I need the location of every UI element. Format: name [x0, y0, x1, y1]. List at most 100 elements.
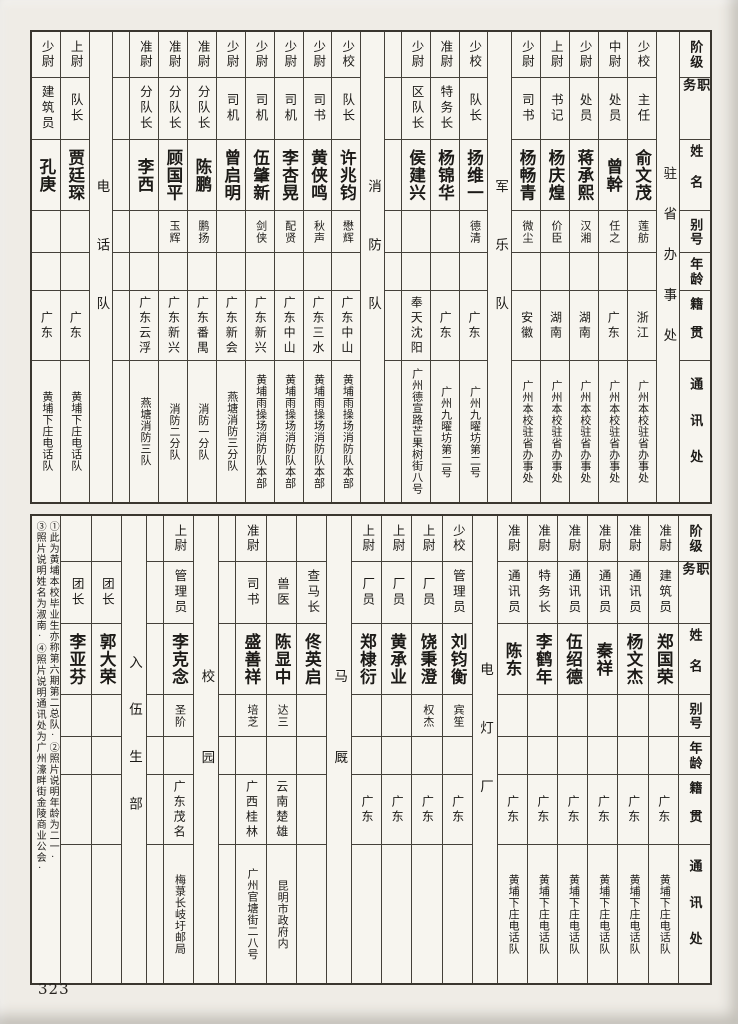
position-cell: 建筑员 [31, 78, 60, 140]
vertical-text: 李鹤年 [533, 632, 553, 686]
age-cell [61, 737, 91, 775]
vertical-text: 广州官塘街二八号 [245, 868, 258, 960]
group-label-column: 校园 [193, 516, 218, 983]
address-cell: 昆明市政府内 [267, 845, 296, 983]
vertical-text: 德清 [468, 219, 481, 244]
position-cell: 管理员 [163, 562, 194, 624]
rank-cell: 少校 [442, 516, 472, 562]
position-cell: 司书 [236, 562, 266, 624]
vertical-text: 区队长 [409, 85, 424, 132]
spacer-column [112, 32, 130, 502]
vertical-text: 通讯员 [626, 569, 641, 616]
vertical-text: 上尉 [68, 40, 83, 69]
name-cell: 顾国平 [159, 140, 187, 211]
alias-cell: 价臣 [541, 211, 569, 253]
rank-cell [113, 32, 130, 78]
vertical-text: 通讯员 [505, 569, 520, 616]
vertical-text: 黄埔下庄电话队 [658, 873, 671, 955]
native-cell: 广东 [351, 775, 382, 845]
vertical-text: 别号 [687, 701, 703, 730]
person-column: 少尉 司书 黄侠鸣 秋声 广东三水 黄埔雨操场消防队本部 [302, 32, 332, 502]
vertical-text: 队长 [68, 93, 83, 124]
person-column: 准尉 分队长 陈鹏 鹏扬 广东番禺 消防一分队 [186, 32, 216, 502]
address-cell: 广州本校驻省办事处 [599, 361, 627, 502]
native-cell: 广东 [598, 291, 627, 361]
age-cell [558, 737, 588, 775]
vertical-text: 黄埔雨操场消防队本部 [312, 374, 325, 489]
rank-cell: 准尉 [159, 32, 187, 78]
native-cell: 广东 [430, 291, 459, 361]
name-cell: 伍肇新 [245, 140, 274, 211]
rank-cell: 准尉 [130, 32, 159, 78]
native-cell: 广东 [382, 775, 412, 845]
vertical-text: 广州德宣路芒果树街八号 [410, 368, 423, 495]
name-cell: 曾幹 [598, 140, 627, 211]
group-label-column: 消防队 [360, 32, 384, 502]
person-column: 准尉 通讯员 杨文杰 广东 黄埔下庄电话队 [617, 516, 648, 983]
vertical-text: 分队长 [195, 85, 210, 132]
rank-cell: 少尉 [303, 32, 332, 78]
vertical-text: 少尉 [409, 40, 424, 69]
vertical-text: 准尉 [505, 524, 520, 553]
native-cell: 浙江 [627, 291, 656, 361]
vertical-text: 厂员 [420, 577, 435, 608]
vertical-text: 郑棣衍 [357, 632, 377, 686]
vertical-text: 姓名 [687, 627, 703, 691]
vertical-text: 陈显中 [272, 632, 292, 686]
rank-cell: 上尉 [163, 516, 194, 562]
rank-cell: 少尉 [274, 32, 303, 78]
vertical-text: 驻省办事处 [661, 165, 677, 369]
vertical-text: 团长 [69, 577, 84, 608]
native-cell [385, 291, 401, 361]
address-cell: 黄埔雨操场消防队本部 [304, 361, 332, 502]
vertical-text: 孔庚 [36, 157, 56, 193]
vertical-text: 特务长 [536, 569, 551, 616]
vertical-text: 上尉 [172, 524, 187, 553]
vertical-text: 许兆钧 [337, 148, 357, 202]
name-cell: 杨畅青 [512, 140, 541, 211]
person-column: 团长 郭大荣 [90, 516, 121, 983]
alias-header-cell: 别号 [680, 211, 710, 253]
alias-cell: 德清 [459, 211, 488, 253]
vertical-text: 佟英启 [302, 632, 322, 686]
person-column: 少尉 司机 伍肇新 剑侠 广东新兴 黄埔雨操场消防队本部 [244, 32, 274, 502]
person-column: 上尉 厂员 饶秉澄 权杰 广东 [411, 516, 442, 983]
vertical-text: 别号 [688, 217, 704, 246]
vertical-text: 杨庆煌 [545, 148, 565, 202]
rank-cell: 准尉 [430, 32, 459, 78]
vertical-text: 职务 [680, 562, 710, 596]
vertical-text: 郑国荣 [654, 632, 674, 686]
vertical-text: 准尉 [195, 40, 210, 69]
native-cell: 广东茂名 [163, 775, 194, 845]
address-cell: 广州官塘街二八号 [236, 845, 265, 983]
position-cell [113, 78, 130, 140]
vertical-text: 陈东 [503, 641, 523, 677]
age-cell [497, 737, 527, 775]
person-column: 少尉 区队长 侯建兴 奉天沈阳 广州德宣路芒果树街八号 [400, 32, 430, 502]
position-cell: 司机 [274, 78, 303, 140]
vertical-text: 顾国平 [163, 148, 183, 202]
vertical-text: 杨畅青 [517, 148, 537, 202]
vertical-text: 广东新会 [224, 295, 239, 356]
alias-cell [385, 211, 401, 253]
name-cell: 黄承业 [382, 624, 412, 695]
position-cell [218, 562, 236, 624]
rank-cell [266, 516, 296, 562]
vertical-text: 少尉 [282, 40, 297, 69]
native-cell: 湖南 [541, 291, 569, 361]
address-cell: 黄埔雨操场消防队本部 [332, 361, 360, 502]
native-cell: 广东 [648, 775, 678, 845]
alias-cell [430, 211, 459, 253]
position-cell: 书记 [541, 78, 569, 140]
name-cell: 许兆钧 [332, 140, 361, 211]
address-cell [385, 361, 401, 502]
address-cell [147, 845, 163, 983]
rank-cell: 准尉 [618, 516, 648, 562]
person-column: 少校 队长 扬维一 德清 广东 广州九曜坊第二号 [458, 32, 488, 502]
vertical-text: 广东茂名 [172, 779, 187, 840]
roster-table-top: 阶级 职务 姓名 别号 年龄 籍贯 通讯处 驻省办事处 少校 主任 俞文茂 莲舫 浙江 广州本校驻省办事处… [30, 30, 712, 504]
vertical-text: 广东 [420, 794, 435, 825]
native-cell [296, 775, 327, 845]
name-header-cell: 姓名 [680, 140, 710, 211]
person-column: 查马长 佟英启 [295, 516, 327, 983]
